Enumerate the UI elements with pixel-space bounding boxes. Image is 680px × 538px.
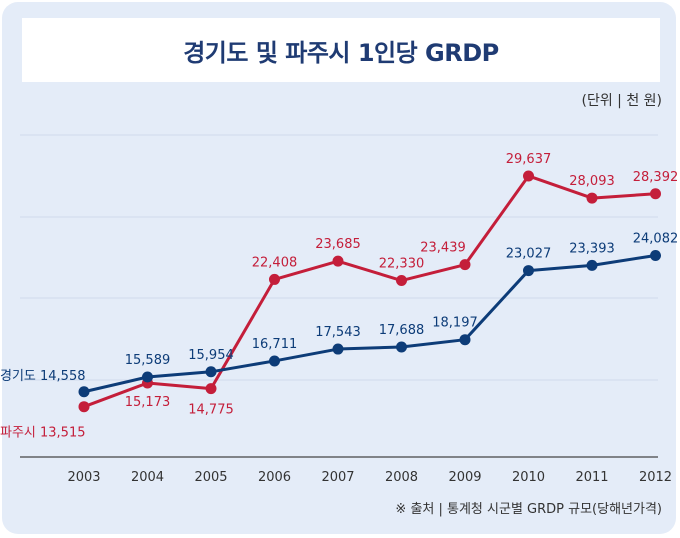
data-label: 경기도 14,558 <box>0 369 86 384</box>
data-label: 22,408 <box>252 255 298 270</box>
data-point <box>650 249 661 261</box>
data-label: 16,711 <box>252 337 298 352</box>
data-label: 17,688 <box>379 323 425 338</box>
data-point <box>586 259 598 271</box>
data-point <box>650 188 661 200</box>
x-tick-label: 2008 <box>385 470 418 485</box>
data-point <box>269 273 280 285</box>
data-point <box>78 401 90 413</box>
data-point <box>269 355 280 367</box>
data-point <box>142 371 153 383</box>
data-label: 23,685 <box>315 237 361 252</box>
data-point <box>396 341 407 353</box>
data-label: 24,082 <box>633 231 679 246</box>
unit-label: (단위 | 천 원) <box>581 93 662 109</box>
title-box: 경기도 및 파주시 1인당 GRDP <box>22 18 660 82</box>
chart-title: 경기도 및 파주시 1인당 GRDP <box>183 38 499 67</box>
data-label: 22,330 <box>379 257 425 272</box>
data-point <box>205 366 217 378</box>
data-point <box>459 259 471 271</box>
data-label: 파주시 13,515 <box>0 426 86 441</box>
data-label: 18,197 <box>432 316 478 331</box>
data-label: 28,093 <box>569 174 615 189</box>
data-label: 15,954 <box>188 348 234 363</box>
data-point <box>332 255 344 267</box>
data-label: 28,392 <box>633 170 679 185</box>
x-tick-label: 2003 <box>67 470 100 485</box>
data-point <box>78 386 90 398</box>
data-point <box>459 334 471 346</box>
series-line-paju <box>83 174 656 409</box>
data-point <box>523 170 534 182</box>
x-tick-label: 2011 <box>575 470 608 485</box>
data-label: 14,775 <box>188 403 234 418</box>
series-line-gyeonggi <box>83 253 656 394</box>
x-tick-label: 2004 <box>131 470 164 485</box>
x-tick-label: 2010 <box>512 470 545 485</box>
x-tick-label: 2012 <box>639 470 672 485</box>
data-label: 23,439 <box>420 241 466 256</box>
data-label: 15,589 <box>125 353 171 368</box>
x-tick-label: 2007 <box>321 470 354 485</box>
data-label: 23,393 <box>569 241 615 256</box>
source-note: ※ 출처 | 통계청 시군별 GRDP 규모(당해년가격) <box>395 502 662 517</box>
data-label: 23,027 <box>506 247 552 262</box>
data-point <box>396 275 407 287</box>
data-label: 15,173 <box>125 395 171 410</box>
x-tick-label: 2006 <box>258 470 291 485</box>
data-point <box>586 192 598 204</box>
data-point <box>523 265 534 277</box>
x-tick-label: 2009 <box>448 470 481 485</box>
data-point <box>332 343 344 355</box>
data-label: 29,637 <box>506 152 552 167</box>
x-tick-label: 2005 <box>194 470 227 485</box>
data-label: 17,543 <box>315 325 361 340</box>
data-point <box>205 383 217 395</box>
